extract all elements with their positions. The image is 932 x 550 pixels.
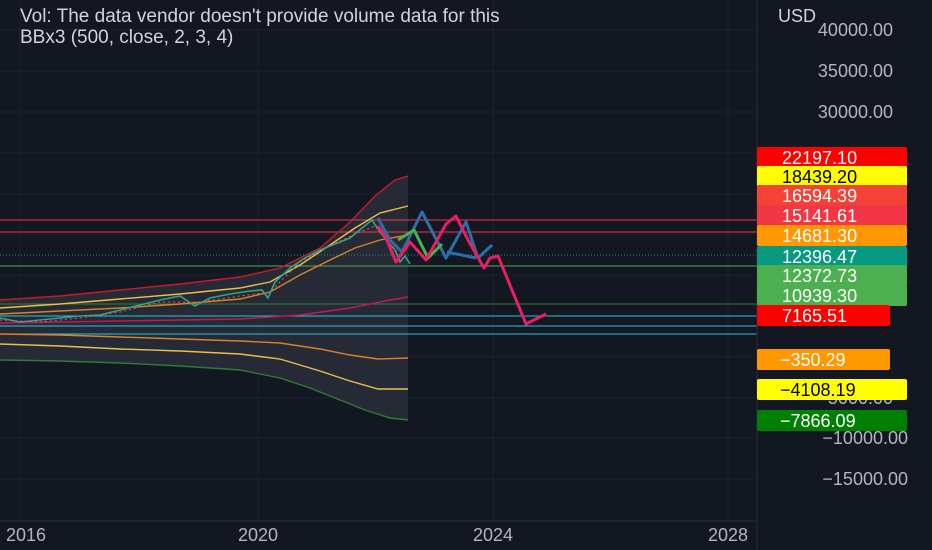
price-scale-label: 35000.00	[818, 61, 893, 81]
price-scale-label: 30000.00	[818, 102, 893, 122]
upper-band-4sd	[0, 175, 409, 301]
price-tag-text: −4108.19	[780, 380, 856, 400]
lower-band-2sd	[0, 333, 409, 360]
price-scale[interactable]: 40000.00 35000.00 30000.00 5000.00 −1000…	[818, 20, 908, 489]
price-tag-text: 18439.20	[782, 167, 857, 187]
price-tag: 12396.47	[757, 246, 907, 267]
lower-band-3sd	[0, 343, 408, 390]
price-tag-bg	[757, 147, 907, 168]
price-tag-bg	[757, 305, 890, 326]
time-label-2020: 2020	[238, 525, 278, 545]
price-series-down	[0, 225, 403, 323]
volume-legend[interactable]: Vol: The data vendor doesn't provide vol…	[20, 6, 500, 27]
time-label-2024: 2024	[473, 525, 513, 545]
price-tag: −350.29	[757, 349, 890, 370]
price-tag: 22197.10	[757, 147, 907, 168]
lower-band-4sd	[0, 359, 409, 421]
projections	[376, 210, 547, 326]
price-tag: 7165.51	[757, 305, 890, 326]
price-tag-text: −350.29	[780, 350, 846, 370]
price-tag-text: 7165.51	[782, 306, 847, 326]
price-tag: 14681.30	[757, 225, 907, 246]
price-tag-text: −7866.09	[780, 411, 856, 431]
projection-blue-2	[446, 250, 477, 260]
price-tag: −7866.09	[757, 410, 907, 431]
upper-band-3sd	[0, 205, 409, 309]
price-scale-label-partial: 40000.00	[818, 20, 893, 40]
price-tag: 10939.30	[757, 285, 907, 306]
price-tag-text: 22197.10	[782, 148, 857, 168]
projection-green	[397, 228, 444, 260]
price-tag-bg	[757, 379, 907, 400]
vertical-gridlines	[19, 0, 729, 520]
time-axis[interactable]: 2016 2020 2024 2028	[6, 525, 748, 545]
price-tag-text: 16594.39	[782, 186, 857, 206]
projection-red	[376, 214, 547, 326]
price-tags: 22197.10 18439.20 16594.39 15141.61 1468…	[757, 147, 907, 431]
price-tag: 18439.20	[757, 166, 907, 187]
price-tag-bg	[757, 246, 907, 267]
price-tag: 12372.73	[757, 265, 907, 286]
currency-label[interactable]: USD	[778, 6, 817, 26]
price-tag: 16594.39	[757, 185, 907, 206]
indicator-legend[interactable]: BBx3 (500, close, 2, 3, 4)	[20, 27, 234, 48]
basis-line	[0, 296, 409, 324]
price-tag-text: 10939.30	[782, 286, 857, 306]
price-tag-bg	[757, 349, 890, 370]
price-tag-text: 15141.61	[782, 206, 857, 226]
price-scale-label: −10000.00	[822, 428, 908, 448]
price-tag-text: 12372.73	[782, 266, 857, 286]
price-tag-bg	[757, 225, 907, 246]
price-tag-bg	[757, 185, 907, 206]
price-tag-text: 14681.30	[782, 226, 857, 246]
price-tag-bg	[757, 205, 907, 226]
price-tag-text: 12396.47	[782, 247, 857, 267]
price-tag-bg	[757, 166, 907, 187]
price-tag: 15141.61	[757, 205, 907, 226]
price-tag-bg	[757, 285, 907, 306]
price-tag: −4108.19	[757, 379, 907, 400]
time-label-2016: 2016	[6, 525, 46, 545]
price-tag-bg	[757, 410, 907, 431]
price-scale-label: −15000.00	[822, 469, 908, 489]
time-label-2028: 2028	[708, 525, 748, 545]
band-fill	[0, 176, 408, 420]
price-tag-bg	[757, 265, 907, 286]
